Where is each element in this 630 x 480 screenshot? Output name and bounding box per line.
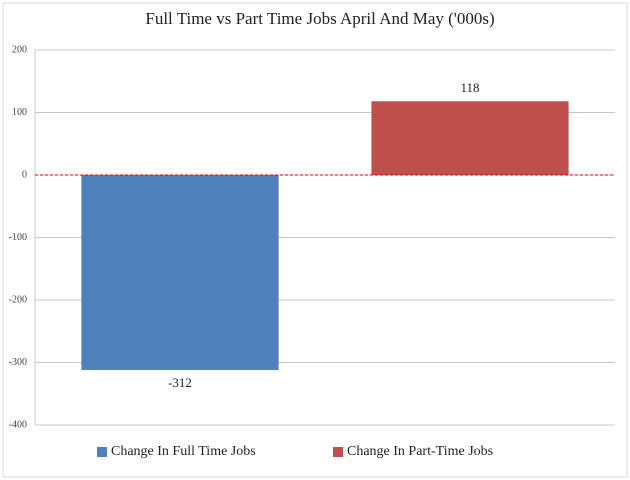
chart-title: Full Time vs Part Time Jobs April And Ma… <box>145 9 494 28</box>
y-tick-label: 0 <box>22 169 27 180</box>
legend-swatch <box>333 447 343 457</box>
bar <box>371 101 569 175</box>
y-tick-label: 200 <box>12 44 27 55</box>
y-tick-label: -100 <box>9 232 27 243</box>
legend-swatch <box>97 447 107 457</box>
legend-label: Change In Part-Time Jobs <box>347 444 493 459</box>
value-label: 118 <box>460 80 479 95</box>
legend-label: Change In Full Time Jobs <box>111 444 256 459</box>
value-label: -312 <box>168 375 192 390</box>
y-tick-label: 100 <box>12 107 27 118</box>
y-tick-label: -200 <box>9 294 27 305</box>
bar <box>81 175 279 370</box>
y-tick-label: -400 <box>9 419 27 430</box>
y-tick-label: -300 <box>9 357 27 368</box>
